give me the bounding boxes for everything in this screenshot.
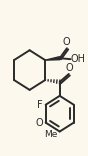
Text: Me: Me xyxy=(44,129,57,139)
Polygon shape xyxy=(45,57,60,60)
Text: OH: OH xyxy=(71,54,86,64)
Text: O: O xyxy=(65,63,73,73)
Text: O: O xyxy=(35,118,43,128)
Text: F: F xyxy=(37,100,43,110)
Text: O: O xyxy=(63,37,70,47)
